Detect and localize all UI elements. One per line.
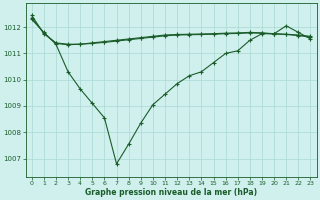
X-axis label: Graphe pression niveau de la mer (hPa): Graphe pression niveau de la mer (hPa) bbox=[85, 188, 257, 197]
